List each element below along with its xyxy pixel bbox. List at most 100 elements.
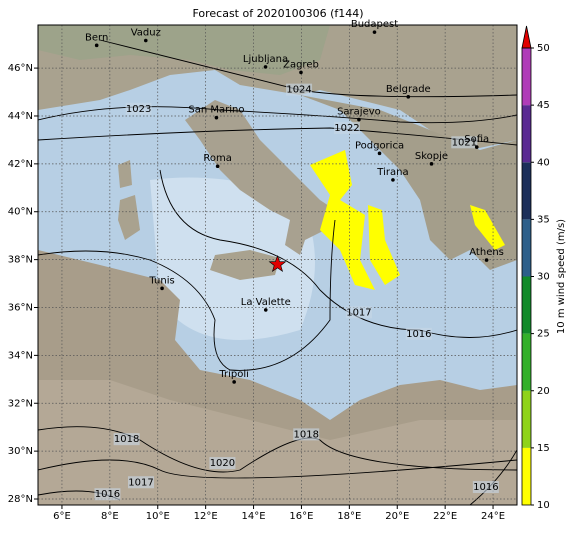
isobar-label-bg <box>451 136 478 149</box>
x-tick-label: 22°E <box>433 511 457 522</box>
x-tick-label: 20°E <box>385 511 409 522</box>
graticule: 6°E 8°E 10°E 12°E 14°E 16°E 18°E 20°E 22°E 24°E 28… <box>8 25 517 522</box>
colorbar-segment <box>522 333 531 391</box>
city-dot <box>263 65 268 69</box>
city-dot <box>94 43 99 48</box>
city-dot <box>215 164 220 169</box>
city-label: Roma <box>203 153 232 164</box>
overlay: 1023 1024 1022 1021 1017 1016 1018 1020 1018 1017… <box>85 19 504 501</box>
isobar-label-bg <box>345 306 372 319</box>
colorbar-segment <box>522 447 531 505</box>
isobars <box>38 39 517 505</box>
isobar-label: 1018 <box>114 434 139 445</box>
isobar-label: 1022 <box>334 123 359 134</box>
isobar-label: 1017 <box>346 307 371 318</box>
city-dot <box>263 308 268 312</box>
colorbar-tick-label: 30 <box>537 272 550 283</box>
city-dot <box>372 30 377 34</box>
x-tick-label: 16°E <box>289 511 313 522</box>
colorbar-tick-label: 45 <box>537 100 550 111</box>
isobar-label: 1017 <box>128 477 153 488</box>
colorbar-tick-label: 20 <box>537 386 550 397</box>
wind-area <box>470 205 505 250</box>
isobar-label-bg <box>472 481 499 494</box>
y-tick-label: 32°N <box>8 398 33 409</box>
colorbar-label: 10 m wind speed (m/s) <box>556 219 567 334</box>
city-label: Tunis <box>148 275 174 286</box>
x-tick-label: 10°E <box>146 511 170 522</box>
y-tick-label: 38°N <box>8 255 33 266</box>
colorbar-segment <box>522 219 531 277</box>
isobar-label: 1016 <box>95 489 120 500</box>
isobar-label: 1021 <box>452 137 477 148</box>
isobar-label: 1023 <box>126 104 151 115</box>
isobar-label: 1018 <box>294 429 319 440</box>
isobar-label-bg <box>94 488 121 501</box>
isobar-label-bg <box>209 457 236 470</box>
isobar-label: 1020 <box>210 458 235 469</box>
city-label: Ljubljana <box>243 54 288 65</box>
x-tick-label: 24°E <box>481 511 505 522</box>
y-tick-label: 30°N <box>8 446 33 457</box>
city-label: Podgorica <box>355 140 404 151</box>
city-dot <box>299 70 303 75</box>
colorbar-segment <box>522 48 531 106</box>
colorbar-extend <box>521 25 532 49</box>
basemap <box>38 25 517 505</box>
isobar-label-bg <box>405 327 432 340</box>
city-dot <box>143 38 148 43</box>
city-dot <box>429 162 434 166</box>
y-tick-label: 40°N <box>8 207 33 218</box>
y-tick-label: 28°N <box>8 494 33 505</box>
y-tick-label: 42°N <box>8 159 33 170</box>
x-tick-label: 12°E <box>194 511 218 522</box>
city-dot <box>214 115 219 120</box>
city-label: Tripoli <box>218 369 249 380</box>
city-dot <box>357 117 361 122</box>
y-tick-label: 36°N <box>8 302 33 313</box>
isobar-label: 1016 <box>406 329 431 340</box>
colorbar-segment <box>522 276 531 334</box>
colorbar-segment <box>522 105 531 163</box>
isobar-label-bg <box>286 83 313 96</box>
city-label: Bern <box>85 32 108 43</box>
x-tick-label: 8°E <box>101 511 119 522</box>
city-label: Sofia <box>464 134 489 145</box>
city-dot <box>232 380 236 384</box>
colorbar-tick-label: 15 <box>537 443 550 454</box>
city-label: Vaduz <box>131 28 161 39</box>
isobar-label: 1016 <box>473 482 498 493</box>
wind-area <box>368 205 400 285</box>
map-frame <box>37 24 518 506</box>
city-dot <box>160 286 164 291</box>
x-tick-label: 6°E <box>53 511 71 522</box>
colorbar-segment <box>522 390 531 448</box>
city-dot <box>474 145 479 149</box>
city-label: Budapest <box>351 19 398 30</box>
map-title: Forecast of 2020100306 (f144) <box>192 7 363 20</box>
isobar-label-bg <box>113 433 140 446</box>
isobar-label: 1024 <box>286 85 311 96</box>
y-tick-label: 46°N <box>8 63 33 74</box>
y-tick-label: 34°N <box>8 350 33 361</box>
city-dot <box>484 258 489 262</box>
city-label: Athens <box>469 247 504 258</box>
city-label: Skopje <box>415 151 448 162</box>
colorbar-tick-label: 35 <box>537 214 550 225</box>
city-dot <box>406 95 411 99</box>
isobar-label-bg <box>125 102 152 115</box>
city-label: Belgrade <box>386 84 431 95</box>
isobar-label-bg <box>293 428 320 441</box>
city-label: Zagreb <box>283 59 319 70</box>
city-label: Tirana <box>376 167 408 178</box>
y-tick-label: 44°N <box>8 111 33 122</box>
colorbar-tick-label: 25 <box>537 329 550 340</box>
colorbar-segment <box>522 162 531 220</box>
city-dot <box>377 151 382 156</box>
city-label: San Marino <box>188 105 244 116</box>
isobar-label-bg <box>127 476 154 489</box>
colorbar: 10 15 20 25 30 35 40 45 50 10 m wind speed (m/s) <box>521 25 567 511</box>
x-tick-label: 14°E <box>242 511 266 522</box>
x-tick-label: 18°E <box>337 511 361 522</box>
